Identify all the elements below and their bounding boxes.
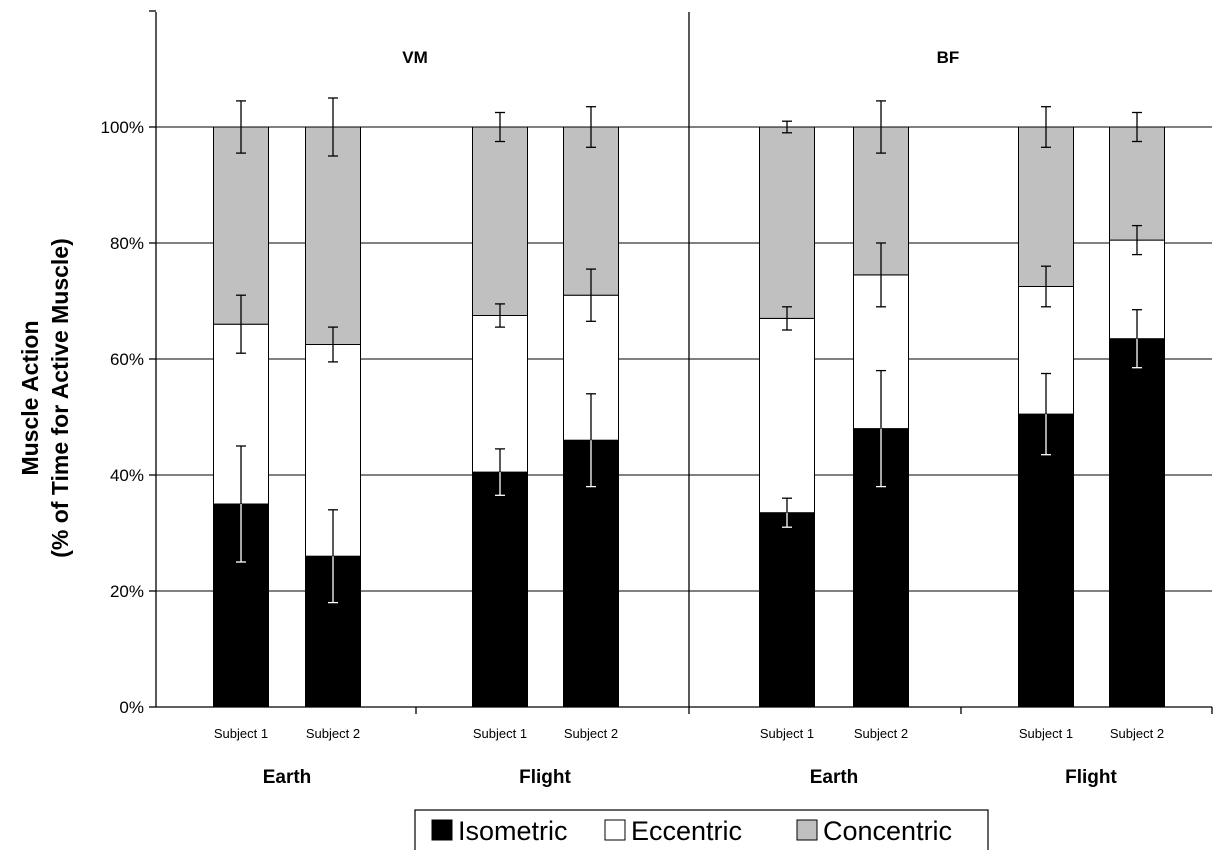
bar-segment-isometric [472,471,528,708]
panel-titles: VM BF [402,48,959,67]
group-label: Flight [519,767,571,788]
panel-title: VM [402,48,428,67]
bar-label: Subject 1 [214,726,268,741]
bars-layer [213,97,1165,708]
group-label: Flight [1065,767,1117,788]
legend: Isometric Eccentric Concentric [414,809,989,850]
legend-swatch-concentric [796,819,818,841]
bar-label: Subject 2 [564,726,618,741]
legend-label-isometric: Isometric [458,816,568,846]
bar-segment-isometric [1109,338,1165,708]
bar-label: Subject 1 [760,726,814,741]
bar-segment-isometric [759,512,815,708]
bar-segment-eccentric [472,315,528,473]
panel-title: BF [937,48,960,67]
y-ticks: 0% 20% 40% 60% 80% 100% [101,10,156,717]
legend-box [414,809,989,850]
bar-label: Subject 2 [306,726,360,741]
legend-label-eccentric: Eccentric [631,816,742,846]
bar-segment-concentric [305,126,361,345]
bar-segment-isometric [1018,413,1074,708]
legend-label-concentric: Concentric [823,816,952,846]
bar-segment-concentric [472,126,528,316]
bar-label: Subject 2 [854,726,908,741]
y-tick-label: 0% [119,698,144,717]
group-label: Earth [263,767,312,788]
y-tick-label: 40% [110,466,144,485]
x-labels: Earth Subject 1 Subject 2 Flight Subject 1 Su… [214,707,1213,788]
legend-swatch-isometric [431,819,453,841]
bar-segment-concentric [1109,126,1165,241]
y-tick-label: 60% [110,350,144,369]
y-axis-label-line1: Muscle Action [17,320,43,475]
bar-segment-concentric [759,126,815,319]
bar-label: Subject 1 [1019,726,1073,741]
bar-segment-eccentric [759,317,815,514]
legend-swatch-eccentric [604,819,626,841]
bar-label: Subject 1 [473,726,527,741]
y-axis-label-line2: (% of Time for Active Muscle) [47,238,73,558]
bar-segment-concentric [1018,126,1074,287]
y-tick-label: 100% [101,118,144,137]
bar-segment-concentric [563,126,619,296]
group-label: Earth [810,767,859,788]
y-tick-label: 20% [110,582,144,601]
y-tick-label: 80% [110,234,144,253]
bar-label: Subject 2 [1110,726,1164,741]
